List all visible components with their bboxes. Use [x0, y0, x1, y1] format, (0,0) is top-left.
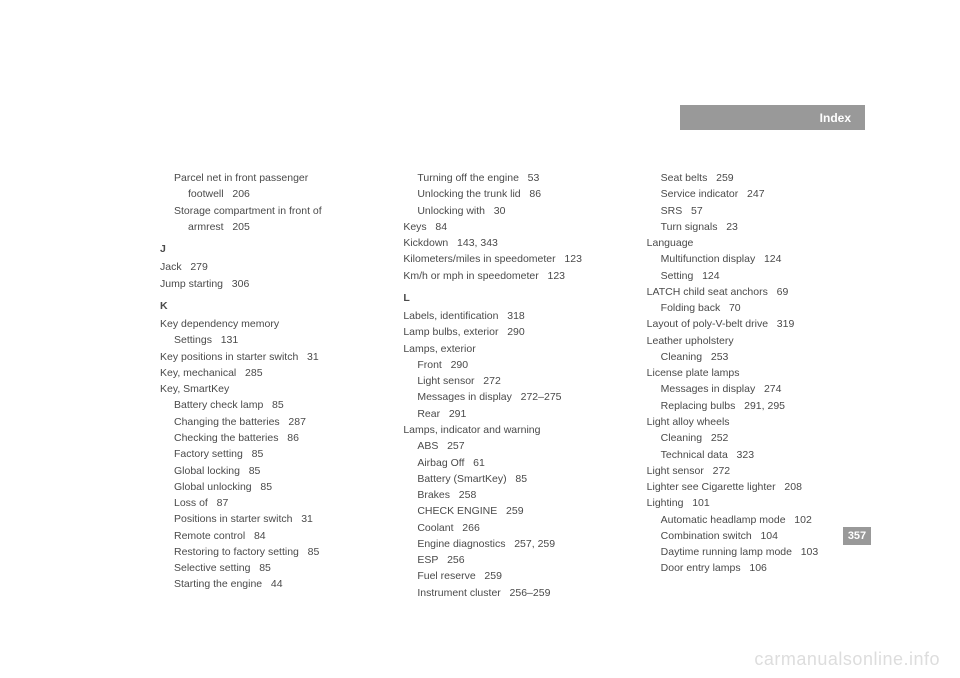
index-entry: Cleaning 253: [647, 349, 860, 365]
index-entry: Engine diagnostics 257, 259: [403, 536, 616, 552]
index-entry: Global locking 85: [160, 463, 373, 479]
index-entry: Multifunction display 124: [647, 251, 860, 267]
index-entry: Replacing bulbs 291, 295: [647, 398, 860, 414]
index-entry: Kickdown 143, 343: [403, 235, 616, 251]
index-entry: Factory setting 85: [160, 446, 373, 462]
index-entry: Automatic headlamp mode 102: [647, 512, 860, 528]
index-column-1: Parcel net in front passengerfootwell 20…: [160, 170, 373, 601]
index-column-3: Seat belts 259Service indicator 247SRS 5…: [647, 170, 860, 601]
index-entry: Unlocking with 30: [403, 203, 616, 219]
index-entry: Messages in display 272–275: [403, 389, 616, 405]
index-entry: J: [160, 241, 373, 257]
index-content: Parcel net in front passengerfootwell 20…: [160, 170, 860, 601]
index-entry: Lamps, exterior: [403, 341, 616, 357]
index-entry: Lighter see Cigarette lighter 208: [647, 479, 860, 495]
page-number: 357: [848, 530, 866, 542]
index-entry: Battery (SmartKey) 85: [403, 471, 616, 487]
index-entry: Front 290: [403, 357, 616, 373]
index-entry: Light sensor 272: [647, 463, 860, 479]
index-entry: CHECK ENGINE 259: [403, 503, 616, 519]
index-entry: Combination switch 104: [647, 528, 860, 544]
index-entry: Seat belts 259: [647, 170, 860, 186]
index-entry: Key positions in starter switch 31: [160, 349, 373, 365]
index-entry: Coolant 266: [403, 520, 616, 536]
index-entry: SRS 57: [647, 203, 860, 219]
index-entry: Key dependency memory: [160, 316, 373, 332]
index-entry: Lamps, indicator and warning: [403, 422, 616, 438]
index-entry: Layout of poly-V-belt drive 319: [647, 316, 860, 332]
index-entry: Service indicator 247: [647, 186, 860, 202]
index-entry: Light alloy wheels: [647, 414, 860, 430]
index-entry: Key, SmartKey: [160, 381, 373, 397]
index-entry: Technical data 323: [647, 447, 860, 463]
index-entry: Restoring to factory setting 85: [160, 544, 373, 560]
watermark: carmanualsonline.info: [754, 649, 940, 670]
index-entry: Loss of 87: [160, 495, 373, 511]
index-entry: Labels, identification 318: [403, 308, 616, 324]
index-column-2: Turning off the engine 53Unlocking the t…: [403, 170, 616, 601]
index-entry: Daytime running lamp mode 103: [647, 544, 860, 560]
index-entry: Door entry lamps 106: [647, 560, 860, 576]
index-entry: Global unlocking 85: [160, 479, 373, 495]
index-entry: Instrument cluster 256–259: [403, 585, 616, 601]
index-entry: LATCH child seat anchors 69: [647, 284, 860, 300]
header-title: Index: [820, 111, 851, 125]
index-entry: L: [403, 290, 616, 306]
index-entry: Setting 124: [647, 268, 860, 284]
index-entry: Starting the engine 44: [160, 576, 373, 592]
index-entry: Jack 279: [160, 259, 373, 275]
index-entry: Brakes 258: [403, 487, 616, 503]
index-entry: Jump starting 306: [160, 276, 373, 292]
index-entry: Key, mechanical 285: [160, 365, 373, 381]
index-entry: License plate lamps: [647, 365, 860, 381]
index-entry: Keys 84: [403, 219, 616, 235]
index-entry: Lamp bulbs, exterior 290: [403, 324, 616, 340]
index-entry: Positions in starter switch 31: [160, 511, 373, 527]
index-entry: Lighting 101: [647, 495, 860, 511]
index-entry: Turning off the engine 53: [403, 170, 616, 186]
header-band: Index: [680, 105, 865, 130]
index-entry: Km/h or mph in speedometer 123: [403, 268, 616, 284]
index-entry: Folding back 70: [647, 300, 860, 316]
index-entry: Settings 131: [160, 332, 373, 348]
index-entry: Storage compartment in front of: [160, 203, 373, 219]
index-entry: Rear 291: [403, 406, 616, 422]
index-entry: ESP 256: [403, 552, 616, 568]
index-entry: Light sensor 272: [403, 373, 616, 389]
index-entry: Messages in display 274: [647, 381, 860, 397]
index-entry: Turn signals 23: [647, 219, 860, 235]
index-entry: Fuel reserve 259: [403, 568, 616, 584]
index-entry: Cleaning 252: [647, 430, 860, 446]
index-entry: Kilometers/miles in speedometer 123: [403, 251, 616, 267]
index-entry: Battery check lamp 85: [160, 397, 373, 413]
index-entry: Checking the batteries 86: [160, 430, 373, 446]
index-entry: Unlocking the trunk lid 86: [403, 186, 616, 202]
index-entry: Selective setting 85: [160, 560, 373, 576]
index-entry: Remote control 84: [160, 528, 373, 544]
index-entry: Parcel net in front passenger: [160, 170, 373, 186]
index-entry: K: [160, 298, 373, 314]
index-entry: Leather upholstery: [647, 333, 860, 349]
index-entry: Changing the batteries 287: [160, 414, 373, 430]
page-number-band: 357: [843, 527, 871, 545]
index-entry: armrest 205: [160, 219, 373, 235]
index-entry: Airbag Off 61: [403, 455, 616, 471]
index-entry: footwell 206: [160, 186, 373, 202]
index-entry: ABS 257: [403, 438, 616, 454]
index-entry: Language: [647, 235, 860, 251]
